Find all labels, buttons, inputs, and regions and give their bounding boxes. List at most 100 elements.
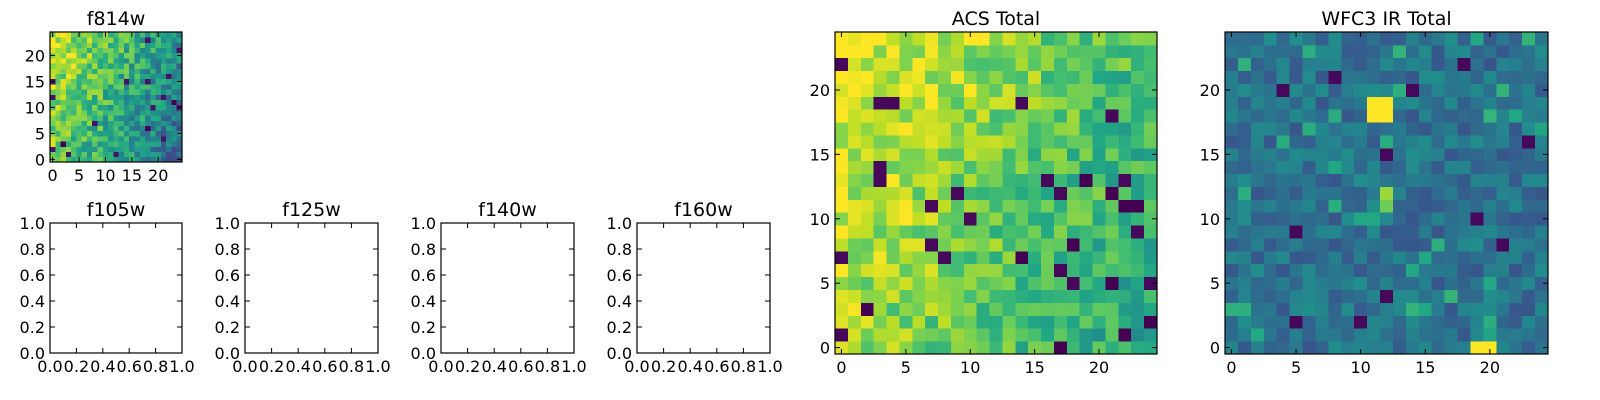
heatmap-cell	[1341, 160, 1355, 175]
heatmap-cell	[160, 78, 167, 85]
heatmap-cell	[1118, 186, 1132, 200]
heatmap-cell	[1237, 147, 1252, 162]
heatmap-cell	[1002, 70, 1016, 84]
heatmap-cell	[92, 89, 98, 95]
heatmap-cell	[950, 341, 965, 355]
heatmap-cell	[989, 122, 1003, 136]
heatmap-cell	[873, 212, 887, 226]
heatmap-cell	[97, 47, 104, 54]
heatmap-cell	[97, 37, 104, 43]
heatmap-cell	[1092, 70, 1106, 84]
heatmap-cell	[155, 78, 162, 85]
heatmap-cell	[1380, 328, 1394, 342]
heatmap-cell	[1002, 341, 1016, 355]
heatmap-cell	[989, 341, 1003, 355]
heatmap-cell	[912, 135, 926, 149]
heatmap-cell	[1118, 44, 1132, 59]
heatmap-cell	[145, 110, 151, 116]
y-tick-label: 0.8	[411, 240, 436, 259]
heatmap-cell	[1028, 57, 1042, 72]
heatmap-cell	[847, 212, 862, 226]
heatmap-cell	[1079, 289, 1093, 303]
heatmap-cell	[55, 52, 61, 59]
heatmap-cell	[81, 58, 88, 64]
heatmap-cell	[1444, 341, 1458, 355]
heatmap-cell	[155, 84, 162, 90]
heatmap-cell	[1276, 250, 1290, 265]
heatmap-cell	[1444, 276, 1458, 290]
axes-frame	[244, 222, 379, 354]
heatmap-cell	[1354, 186, 1368, 200]
y-tick-label: 0.0	[215, 344, 240, 363]
heatmap-cell	[1066, 302, 1081, 316]
heatmap-cell	[1131, 160, 1145, 175]
heatmap-cell	[55, 104, 61, 111]
heatmap-cell	[1315, 225, 1329, 239]
heatmap-cell	[134, 52, 141, 59]
heatmap-cell	[1535, 263, 1549, 278]
heatmap-cell	[925, 173, 939, 187]
heatmap-cell	[1079, 135, 1093, 149]
heatmap-cell	[145, 47, 151, 54]
heatmap-cell	[176, 42, 183, 48]
heatmap-cell	[950, 199, 965, 213]
heatmap-cell	[1418, 160, 1433, 175]
heatmap-cell	[113, 73, 120, 80]
heatmap-cell	[1237, 186, 1252, 200]
heatmap-cell	[1457, 83, 1471, 97]
heatmap-cell	[1392, 70, 1407, 84]
heatmap-cell	[1354, 302, 1368, 316]
heatmap-cell	[1367, 276, 1381, 290]
heatmap-cell	[108, 37, 114, 43]
y-tick-label: 10	[1200, 210, 1220, 229]
heatmap-cell	[886, 199, 900, 213]
heatmap-cell	[1289, 70, 1303, 84]
heatmap-cell	[1431, 250, 1446, 265]
heatmap-cell	[65, 115, 72, 121]
heatmap-cell	[1263, 225, 1278, 239]
heatmap-cell	[1144, 147, 1158, 162]
heatmap-cell	[92, 141, 98, 147]
x-tick-label: 0.0	[624, 357, 649, 376]
heatmap-cell	[1250, 122, 1265, 136]
heatmap-cell	[1470, 70, 1484, 84]
heatmap-cell	[1522, 122, 1536, 136]
heatmap-cell	[1444, 83, 1458, 97]
heatmap-cell	[989, 44, 1003, 59]
heatmap-cell	[139, 151, 146, 158]
x-tick-label: 5	[1291, 358, 1301, 377]
heatmap-cell	[1392, 83, 1407, 97]
heatmap-cell	[1302, 302, 1316, 316]
heatmap-cell	[97, 125, 104, 132]
heatmap-cell	[1041, 341, 1055, 355]
heatmap-cell	[835, 328, 849, 342]
heatmap-cell	[1079, 263, 1093, 278]
heatmap-cell	[1354, 225, 1368, 239]
heatmap-cell	[963, 83, 978, 97]
heatmap-cell	[899, 186, 913, 200]
heatmap-cell	[1105, 44, 1119, 59]
heatmap-cell	[1431, 57, 1446, 72]
heatmap-cell	[1144, 44, 1158, 59]
heatmap-cell	[1276, 276, 1290, 290]
heatmap-cell	[60, 99, 67, 106]
heatmap-cell	[847, 32, 862, 46]
heatmap-cell	[1457, 44, 1471, 59]
y-tick-label: 1.0	[215, 214, 240, 233]
heatmap-cell	[92, 110, 98, 116]
heatmap-cell	[847, 302, 862, 316]
heatmap-cell	[134, 47, 141, 54]
heatmap-cell	[1092, 250, 1106, 265]
heatmap-cell	[1079, 173, 1093, 187]
heatmap-cell	[847, 109, 862, 123]
heatmap-cell	[123, 78, 130, 85]
heatmap-cell	[81, 89, 88, 95]
x-tick-label: 10	[960, 358, 980, 377]
heatmap-cell	[118, 78, 125, 85]
heatmap-cell	[108, 94, 114, 100]
heatmap-cell	[1535, 109, 1549, 123]
heatmap-cell	[1483, 32, 1497, 46]
heatmap-cell	[155, 63, 162, 69]
heatmap-cell	[118, 58, 125, 64]
